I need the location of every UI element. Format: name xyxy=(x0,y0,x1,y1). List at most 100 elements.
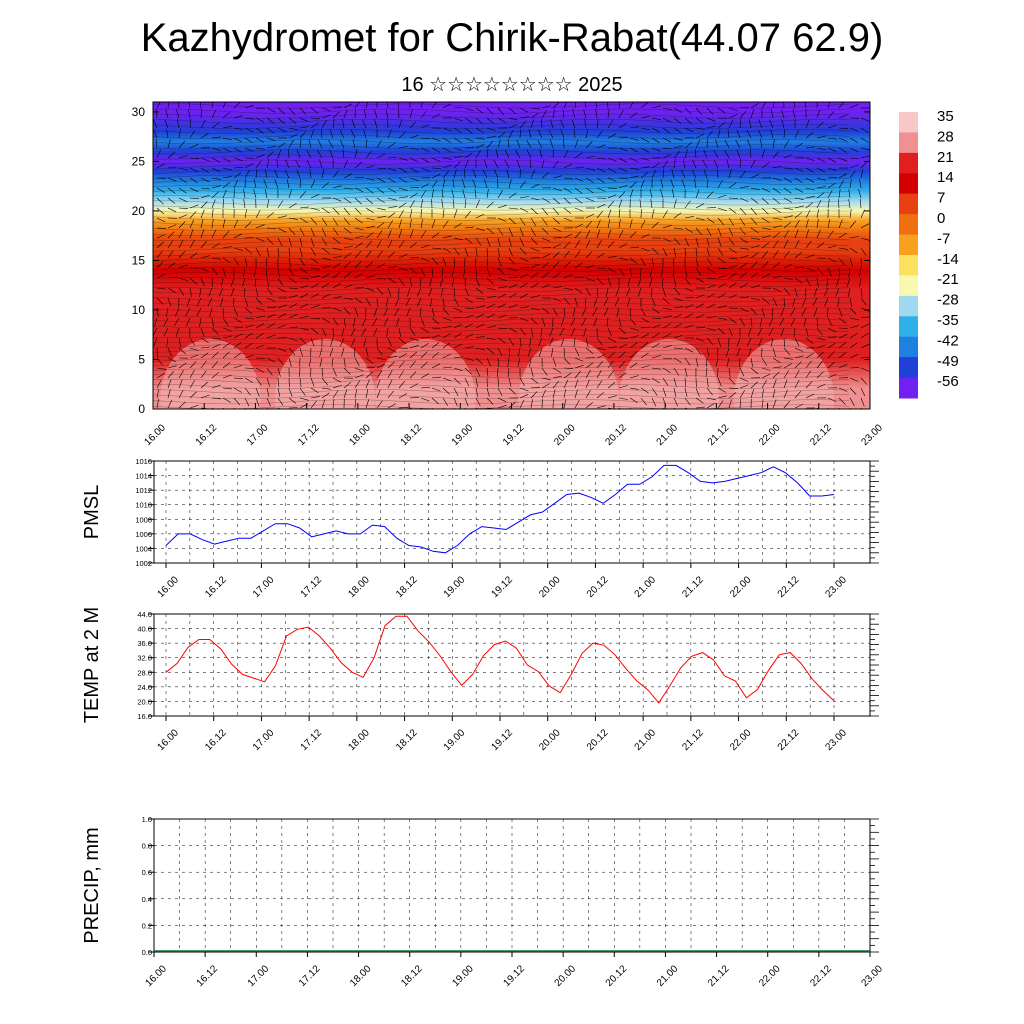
colorbar-label: -49 xyxy=(937,353,959,370)
wind-barb xyxy=(420,147,430,152)
wind-barb xyxy=(794,251,803,259)
wind-barb xyxy=(541,271,550,279)
wind-barb xyxy=(497,117,506,123)
wind-barb xyxy=(486,247,488,258)
wind-barb xyxy=(442,307,449,316)
wind-barb xyxy=(530,263,540,269)
x-tick-label: 22.12 xyxy=(808,963,834,989)
wind-barb xyxy=(560,119,565,129)
x-tick-label: 19.12 xyxy=(501,422,527,448)
wind-barb xyxy=(717,247,724,256)
wind-barb xyxy=(363,337,367,347)
wind-barb xyxy=(838,157,848,162)
wind-barb xyxy=(420,267,426,277)
wind-barb xyxy=(684,127,694,133)
wind-barb xyxy=(200,327,205,337)
wind-barb xyxy=(583,327,587,337)
wind-barb xyxy=(383,317,389,327)
wind-barb xyxy=(475,117,483,125)
wind-barb xyxy=(420,397,430,402)
wind-barb xyxy=(750,317,753,327)
wind-barb xyxy=(750,252,759,259)
wind-barb xyxy=(409,241,417,249)
x-tick-label: 16.12 xyxy=(194,422,220,448)
wind-barb xyxy=(299,178,301,189)
wind-barb xyxy=(431,397,439,405)
wind-barb xyxy=(607,177,617,182)
wind-barb xyxy=(497,367,499,378)
x-tick-label: 16.00 xyxy=(155,574,181,600)
wind-barb xyxy=(165,109,169,119)
wind-barb xyxy=(354,149,358,159)
wind-barb xyxy=(838,267,840,278)
wind-barb xyxy=(343,207,350,216)
wind-barb xyxy=(673,145,683,149)
contour-line xyxy=(153,363,850,369)
wind-barb xyxy=(695,337,705,342)
wind-barb xyxy=(805,267,815,272)
wind-barb xyxy=(277,357,284,366)
wind-barb xyxy=(783,347,791,355)
wind-barb xyxy=(563,217,573,222)
wind-barb xyxy=(244,317,254,320)
wind-barb xyxy=(167,187,176,194)
wind-barb xyxy=(178,251,186,259)
wind-barb xyxy=(277,387,281,397)
wind-barb xyxy=(640,397,647,406)
wind-barb xyxy=(651,221,659,229)
wind-barb xyxy=(836,277,840,287)
wind-barb xyxy=(431,180,438,189)
wind-barb xyxy=(167,217,178,219)
wind-barb xyxy=(340,337,345,347)
wind-barb xyxy=(713,150,719,159)
wind-barb xyxy=(684,347,694,353)
wind-barb xyxy=(758,337,763,347)
wind-barb xyxy=(189,187,199,192)
wind-barb xyxy=(816,327,823,336)
wind-barb xyxy=(783,167,793,170)
wind-barb xyxy=(497,178,499,189)
wind-barb xyxy=(650,199,653,209)
wind-barb xyxy=(200,229,205,239)
wind-barb xyxy=(409,383,418,389)
wind-barb xyxy=(486,387,490,397)
wind-barb xyxy=(794,177,803,184)
wind-barb xyxy=(254,277,257,287)
wind-barb xyxy=(497,387,503,397)
wind-barb xyxy=(189,197,200,200)
contour-line xyxy=(153,399,850,405)
wind-barb xyxy=(189,144,199,149)
wind-barb xyxy=(486,287,496,291)
wind-barb xyxy=(673,377,677,387)
wind-barb xyxy=(585,129,589,139)
wind-barb xyxy=(420,327,429,333)
wind-barb xyxy=(694,179,697,189)
wind-barb xyxy=(629,375,639,379)
wind-barb xyxy=(343,197,352,204)
wind-barb xyxy=(596,277,604,285)
wind-barb xyxy=(772,287,782,293)
wind-barb xyxy=(574,102,576,109)
wind-barb xyxy=(529,159,532,169)
wind-barb xyxy=(541,110,547,119)
wind-barb xyxy=(516,159,521,169)
wind-barb xyxy=(838,198,840,209)
wind-barb xyxy=(365,287,375,292)
wind-barb xyxy=(772,177,782,181)
wind-barb xyxy=(156,197,164,205)
wind-barb xyxy=(482,169,488,179)
wind-barb xyxy=(189,167,199,173)
wind-barb xyxy=(321,114,331,119)
wind-barb xyxy=(244,178,246,189)
wind-barb xyxy=(783,128,785,139)
wind-barb xyxy=(661,267,664,277)
wind-barb xyxy=(593,317,598,327)
wind-barb xyxy=(827,327,837,333)
wind-barb xyxy=(848,267,851,277)
wind-barb xyxy=(365,177,375,181)
wind-barb xyxy=(497,247,500,257)
wind-barb xyxy=(827,397,837,402)
colorbar-label: -56 xyxy=(937,373,959,390)
wind-barb xyxy=(607,120,614,129)
wind-barb xyxy=(178,379,183,389)
